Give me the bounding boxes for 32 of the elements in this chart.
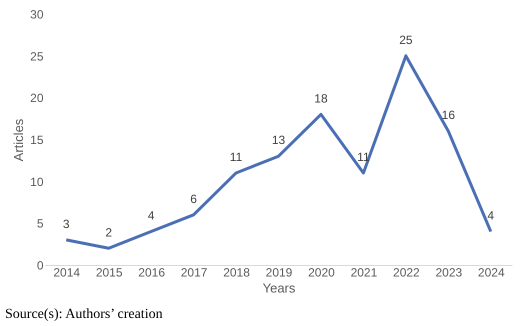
y-axis-title: Articles	[11, 118, 26, 162]
x-tick-label: 2022	[393, 266, 420, 280]
x-axis-title: Years	[262, 280, 296, 296]
data-label: 3	[62, 216, 70, 231]
x-tick-label: 2019	[266, 266, 293, 280]
y-tick-label: 25	[30, 49, 44, 64]
x-tick-label: 2024	[478, 266, 505, 280]
data-label: 18	[314, 91, 328, 106]
data-label: 2	[105, 225, 112, 240]
data-label: 6	[190, 192, 198, 206]
x-tick-label: 2014	[53, 266, 80, 280]
x-tick-label: 2017	[180, 266, 208, 280]
x-tick-label: 2015	[96, 266, 123, 280]
y-tick-label: 15	[30, 133, 44, 147]
data-label: 4	[487, 208, 494, 223]
data-label: 13	[272, 133, 286, 148]
y-tick-label: 20	[30, 91, 44, 106]
y-tick-label: 0	[36, 258, 44, 272]
x-tick-label: 2021	[350, 266, 378, 280]
source-note: Source(s): Authors’ creation	[5, 307, 163, 322]
y-tick-label: 5	[36, 216, 44, 231]
data-label: 16	[442, 108, 456, 122]
line-series	[64, 54, 492, 250]
y-tick-label: 10	[30, 174, 44, 189]
data-label: 4	[148, 208, 155, 223]
data-label: 25	[399, 32, 413, 47]
y-tick-label: 30	[30, 8, 44, 22]
x-tick-label: 2020	[308, 266, 336, 280]
x-tick-label: 2016	[138, 266, 166, 280]
x-tick-label: 2023	[435, 266, 462, 280]
x-tick-label: 2018	[223, 266, 250, 280]
data-label: 11	[230, 150, 243, 164]
